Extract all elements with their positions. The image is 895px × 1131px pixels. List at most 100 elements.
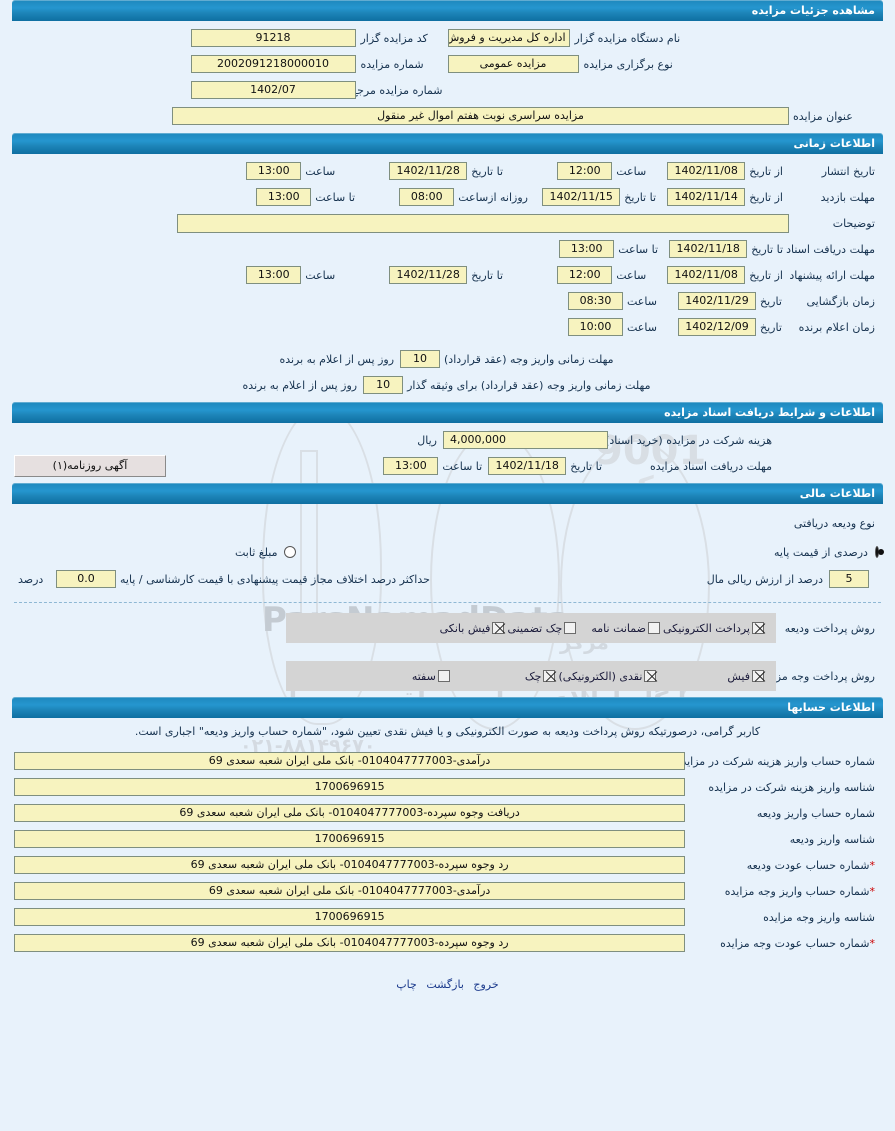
value-payment-deadline-days[interactable]: 10 xyxy=(400,350,441,368)
value-max-diff[interactable]: 0.0 xyxy=(56,570,116,588)
checkbox-group-deposit-electronic[interactable]: پرداخت الکترونیکی xyxy=(662,622,766,635)
print-link[interactable]: چاپ xyxy=(396,978,417,991)
value-offer-from-time[interactable]: 12:00 xyxy=(557,266,613,284)
value-winner-time[interactable]: 10:00 xyxy=(568,318,623,336)
newspaper-ad-button[interactable]: آگهی روزنامه(۱) xyxy=(14,455,166,477)
value-opening-date[interactable]: 1402/11/29 xyxy=(678,292,756,310)
checkbox-group-payment-receipt[interactable]: فیش xyxy=(726,670,766,683)
account-row-value[interactable]: 1700696915 xyxy=(14,830,686,848)
label-opening-time: ساعت xyxy=(627,294,657,308)
value-hold-type[interactable]: مزایده عمومی xyxy=(447,55,579,73)
label-publish-from: از تاریخ xyxy=(749,164,783,178)
label-max-diff: حداکثر درصد اختلاف مجاز قیمت پیشنهادی با… xyxy=(120,572,430,586)
checkbox-payment-cash-electronic[interactable] xyxy=(644,670,657,682)
section-title-docs: اطلاعات و شرایط دریافت اسناد مزایده xyxy=(664,406,875,419)
checkbox-payment-promissory-note[interactable] xyxy=(437,670,450,682)
section-title-time: اطلاعات زمانی xyxy=(793,137,875,150)
account-row-value[interactable]: درآمدی-0104047777003- بانک ملی ایران شعب… xyxy=(14,882,686,900)
row-winner-announce-time: زمان اعلام برنده تاریخ 1402/12/09 ساعت 1… xyxy=(0,314,895,340)
value-offer-to-time[interactable]: 13:00 xyxy=(246,266,302,284)
checkbox-group-payment-cash-electronic[interactable]: نقدی (الکترونیکی) xyxy=(557,670,658,683)
checkbox-group-deposit-bank-receipt[interactable]: فیش بانکی xyxy=(439,622,507,635)
label-doc-receive-to-date: تا تاریخ xyxy=(751,242,783,256)
deposit-method-group: پرداخت الکترونیکی ضمانت نامه چک تضمینی xyxy=(286,613,776,643)
value-publish-from-time[interactable]: 12:00 xyxy=(557,162,613,180)
account-row-value[interactable]: 1700696915 xyxy=(14,778,686,796)
value-percent[interactable]: 5 xyxy=(829,570,869,588)
value-ref-number[interactable]: 1402/07 xyxy=(190,81,356,99)
row-ref-number: شماره مزایده مرجع 1402/07 xyxy=(0,77,895,103)
value-opening-time[interactable]: 08:30 xyxy=(568,292,623,310)
label-publish-date: تاریخ انتشار xyxy=(821,164,875,178)
value-winner-date[interactable]: 1402/12/09 xyxy=(678,318,756,336)
account-row-value[interactable]: رد وجوه سپرده-0104047777003- بانک ملی ای… xyxy=(14,856,686,874)
row-opening-time: زمان بازگشایی تاریخ 1402/11/29 ساعت 08:3… xyxy=(0,288,895,314)
exit-link[interactable]: خروج xyxy=(473,978,499,991)
checkbox-payment-receipt[interactable] xyxy=(752,670,764,682)
row-auction-payment-method: روش پرداخت وجه مزایده فیش نقدی (الکترونی… xyxy=(0,659,895,693)
checkbox-group-deposit-guarantee-letter[interactable]: ضمانت نامه xyxy=(590,622,662,635)
value-doc-receive-to-date[interactable]: 1402/11/18 xyxy=(669,240,748,258)
row-description: توضیحات xyxy=(0,210,895,236)
checkbox-group-payment-promissory-note[interactable]: سفته xyxy=(411,670,452,683)
suffix-max-diff: درصد xyxy=(18,572,44,586)
label-auction-code: کد مزایده گزار xyxy=(360,31,428,45)
value-subject[interactable]: مزایده سراسری نوبت هفتم اموال غیر منقول xyxy=(172,107,789,125)
value-doc-receive-to-time[interactable]: 13:00 xyxy=(559,240,615,258)
label-winner-date: تاریخ xyxy=(760,320,782,334)
account-row-value[interactable]: درآمدی-0104047777003- بانک ملی ایران شعب… xyxy=(14,752,685,770)
account-row-value[interactable]: دریافت وجوه سپرده-0104047777003- بانک مل… xyxy=(14,804,686,822)
checkbox-deposit-electronic[interactable] xyxy=(752,622,764,634)
label-offer-time: ساعت xyxy=(616,268,647,282)
row-participation-fee: هزینه شرکت در مزایده (خرید اسناد) 4,000,… xyxy=(0,427,895,453)
radio-fixed-amount[interactable] xyxy=(284,546,297,558)
account-row-label: شناسه واریز ودیعه xyxy=(789,832,875,846)
value-visit-from-date[interactable]: 1402/11/14 xyxy=(667,188,746,206)
value-auction-number[interactable]: 2002091218000010 xyxy=(190,55,356,73)
value-visit-daily-to[interactable]: 13:00 xyxy=(256,188,312,206)
label-winner-announce: زمان اعلام برنده xyxy=(798,320,875,334)
section-title-accounts: اطلاعات حسابها xyxy=(787,701,875,714)
label-deposit-electronic: پرداخت الکترونیکی xyxy=(663,621,750,635)
account-row-value[interactable]: رد وجوه سپرده-0104047777003- بانک ملی ای… xyxy=(14,934,686,952)
section-header-bar-general: مشاهده جزئیات مزایده xyxy=(12,0,883,21)
checkbox-deposit-guarantee-letter[interactable] xyxy=(648,622,660,634)
label-offer-to-time: ساعت xyxy=(305,268,336,282)
row-auction-code: نام دستگاه مزایده گزار اداره کل مدیریت و… xyxy=(0,25,895,51)
account-row: شماره حساب واریز هزینه شرکت در مزایده درآ… xyxy=(0,748,895,774)
value-publish-to-time[interactable]: 13:00 xyxy=(246,162,302,180)
checkbox-deposit-guaranteed-check[interactable] xyxy=(564,622,577,634)
radio-percent-of-base[interactable] xyxy=(874,546,885,558)
checkbox-group-payment-check[interactable]: چک xyxy=(524,670,558,683)
section-header-bar-finance: اطلاعات مالی xyxy=(12,483,883,504)
label-hold-type: نوع برگزاری مزایده xyxy=(583,57,673,71)
value-offer-to-date[interactable]: 1402/11/28 xyxy=(389,266,468,284)
suffix-payment-deadline: روز پس از اعلام به برنده xyxy=(279,352,395,366)
back-link[interactable]: بازگشت xyxy=(426,978,464,991)
value-payment-deadline-guarantor-days[interactable]: 10 xyxy=(363,376,404,394)
account-row-label: شماره حساب واریز هزینه شرکت در مزایده xyxy=(675,754,875,768)
row-percent-value: 5 درصد از ارزش ریالی مال حداکثر درصد اخت… xyxy=(0,566,895,592)
label-opening: زمان بازگشایی xyxy=(806,294,876,308)
value-visit-daily-from[interactable]: 08:00 xyxy=(399,188,455,206)
account-row-value[interactable]: 1700696915 xyxy=(14,908,686,926)
value-auction-code[interactable]: 91218 xyxy=(190,29,356,47)
label-auction-number: شماره مزایده xyxy=(360,57,424,71)
value-doc-period-to-date[interactable]: 1402/11/18 xyxy=(488,457,567,475)
value-doc-period-to-time[interactable]: 13:00 xyxy=(383,457,439,475)
value-org-name[interactable]: اداره کل مدیریت و فروش اموال xyxy=(447,29,570,47)
value-publish-to-date[interactable]: 1402/11/28 xyxy=(389,162,468,180)
label-visit: مهلت بازدید xyxy=(820,190,875,204)
checkbox-payment-check[interactable] xyxy=(543,670,556,682)
account-row-label: شناسه واریز وجه مزایده xyxy=(763,910,875,924)
label-visit-daily: روزانه ازساعت xyxy=(458,190,528,204)
section-title-finance: اطلاعات مالی xyxy=(799,487,875,500)
value-participation-fee[interactable]: 4,000,000 xyxy=(443,431,608,449)
value-offer-from-date[interactable]: 1402/11/08 xyxy=(667,266,746,284)
value-visit-to-date[interactable]: 1402/11/15 xyxy=(542,188,621,206)
value-publish-from-date[interactable]: 1402/11/08 xyxy=(667,162,746,180)
checkbox-deposit-bank-receipt[interactable] xyxy=(492,622,505,634)
value-description[interactable] xyxy=(177,213,789,233)
accounts-rows: شماره حساب واریز هزینه شرکت در مزایده درآ… xyxy=(0,744,895,958)
checkbox-group-deposit-guaranteed-check[interactable]: چک تضمینی xyxy=(506,622,578,635)
